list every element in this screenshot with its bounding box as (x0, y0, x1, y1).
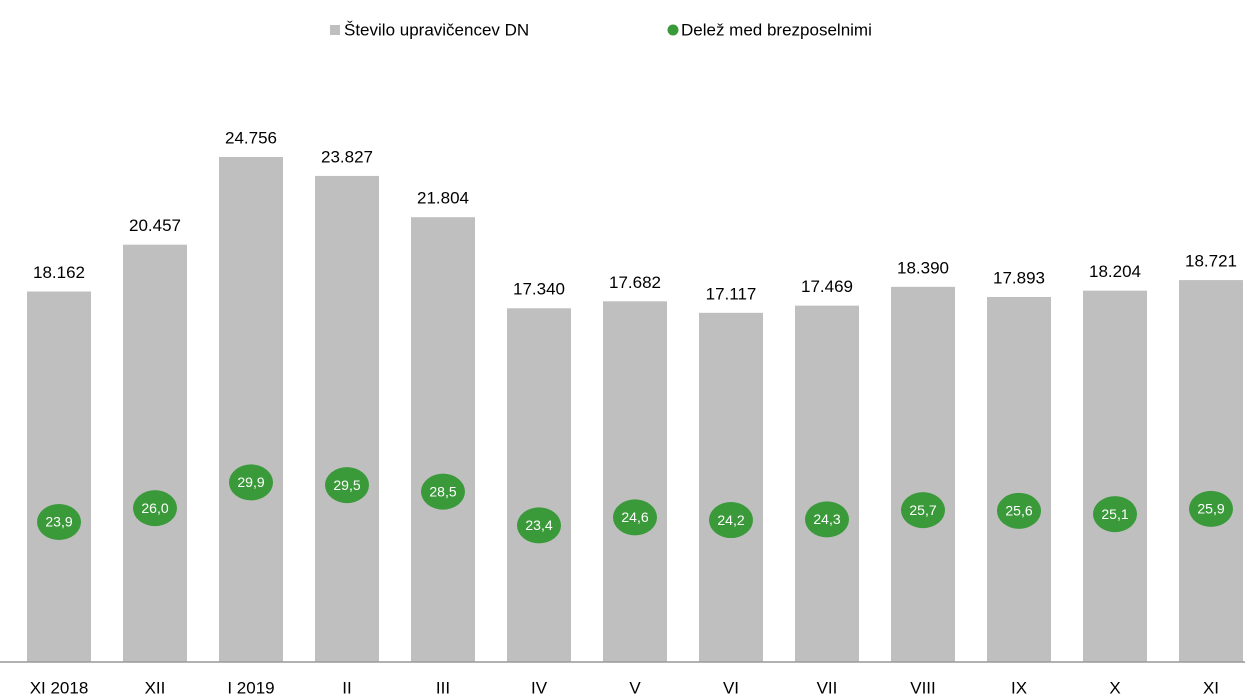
bubble-label: 28,5 (429, 483, 456, 499)
data-label: 23.827 (321, 147, 373, 166)
data-label: 17.682 (609, 273, 661, 292)
x-tick-label: X (1109, 678, 1120, 697)
bubble (421, 473, 465, 510)
bubble-label: 23,9 (45, 514, 72, 530)
x-tick-label: I 2019 (227, 678, 274, 697)
bar (891, 286, 955, 662)
bar (1179, 280, 1243, 662)
bubble (1093, 496, 1137, 533)
x-tick-label: V (629, 678, 641, 697)
x-tick-label: IX (1011, 678, 1027, 697)
x-tick-label: IV (531, 678, 548, 697)
data-label: 17.117 (706, 284, 757, 303)
bubble-label: 25,7 (909, 502, 936, 518)
x-tick-label: VI (723, 678, 739, 697)
bubble (1189, 490, 1233, 527)
legend-marker (667, 24, 679, 36)
bubble (613, 499, 657, 536)
data-label: 17.469 (801, 277, 853, 296)
bubble-label: 29,5 (333, 477, 360, 493)
x-tick-label: XI 2018 (30, 678, 89, 697)
legend-marker (330, 25, 340, 35)
bubble-label: 29,9 (237, 474, 264, 490)
bar (1083, 290, 1147, 662)
bubble (37, 504, 81, 541)
data-label: 18.162 (33, 263, 85, 282)
bar (795, 305, 859, 662)
legend-label: Število upravičencev DN (344, 20, 529, 39)
bubble (901, 492, 945, 529)
bubble (997, 492, 1041, 529)
data-label: 18.204 (1089, 262, 1141, 281)
x-tick-label: XII (145, 678, 166, 697)
data-label: 18.721 (1185, 252, 1237, 271)
bubble-label: 26,0 (141, 500, 168, 516)
data-label: 21.804 (417, 189, 469, 208)
x-tick-label: XI (1203, 678, 1219, 697)
bar (411, 217, 475, 662)
x-tick-label: II (342, 678, 351, 697)
data-label: 17.893 (993, 268, 1045, 287)
bubble (517, 507, 561, 544)
data-label: 24.756 (225, 128, 277, 147)
data-label: 17.340 (513, 280, 565, 299)
bar (123, 244, 187, 663)
bar (603, 301, 667, 662)
bubble-label: 23,4 (525, 517, 552, 533)
bubble (133, 490, 177, 527)
bar (987, 296, 1051, 662)
x-tick-label: VIII (910, 678, 936, 697)
bar (27, 291, 91, 662)
legend-label: Delež med brezposelnimi (681, 20, 872, 39)
data-label: 20.457 (129, 216, 181, 235)
x-tick-label: VII (817, 678, 838, 697)
bar (315, 175, 379, 662)
bubble-label: 25,1 (1101, 506, 1128, 522)
bubble-label: 24,2 (717, 512, 744, 528)
bubble-label: 24,6 (621, 509, 648, 525)
bubble (325, 467, 369, 504)
data-label: 18.390 (897, 258, 949, 277)
x-tick-label: III (436, 678, 450, 697)
bubble (229, 464, 273, 501)
bubble-label: 25,6 (1005, 503, 1032, 519)
bar (699, 312, 763, 662)
bar (507, 308, 571, 662)
bubble-label: 25,9 (1197, 501, 1224, 517)
bubble (805, 501, 849, 538)
bubble-label: 24,3 (813, 511, 840, 527)
bubble (709, 502, 753, 539)
bar (219, 156, 283, 662)
